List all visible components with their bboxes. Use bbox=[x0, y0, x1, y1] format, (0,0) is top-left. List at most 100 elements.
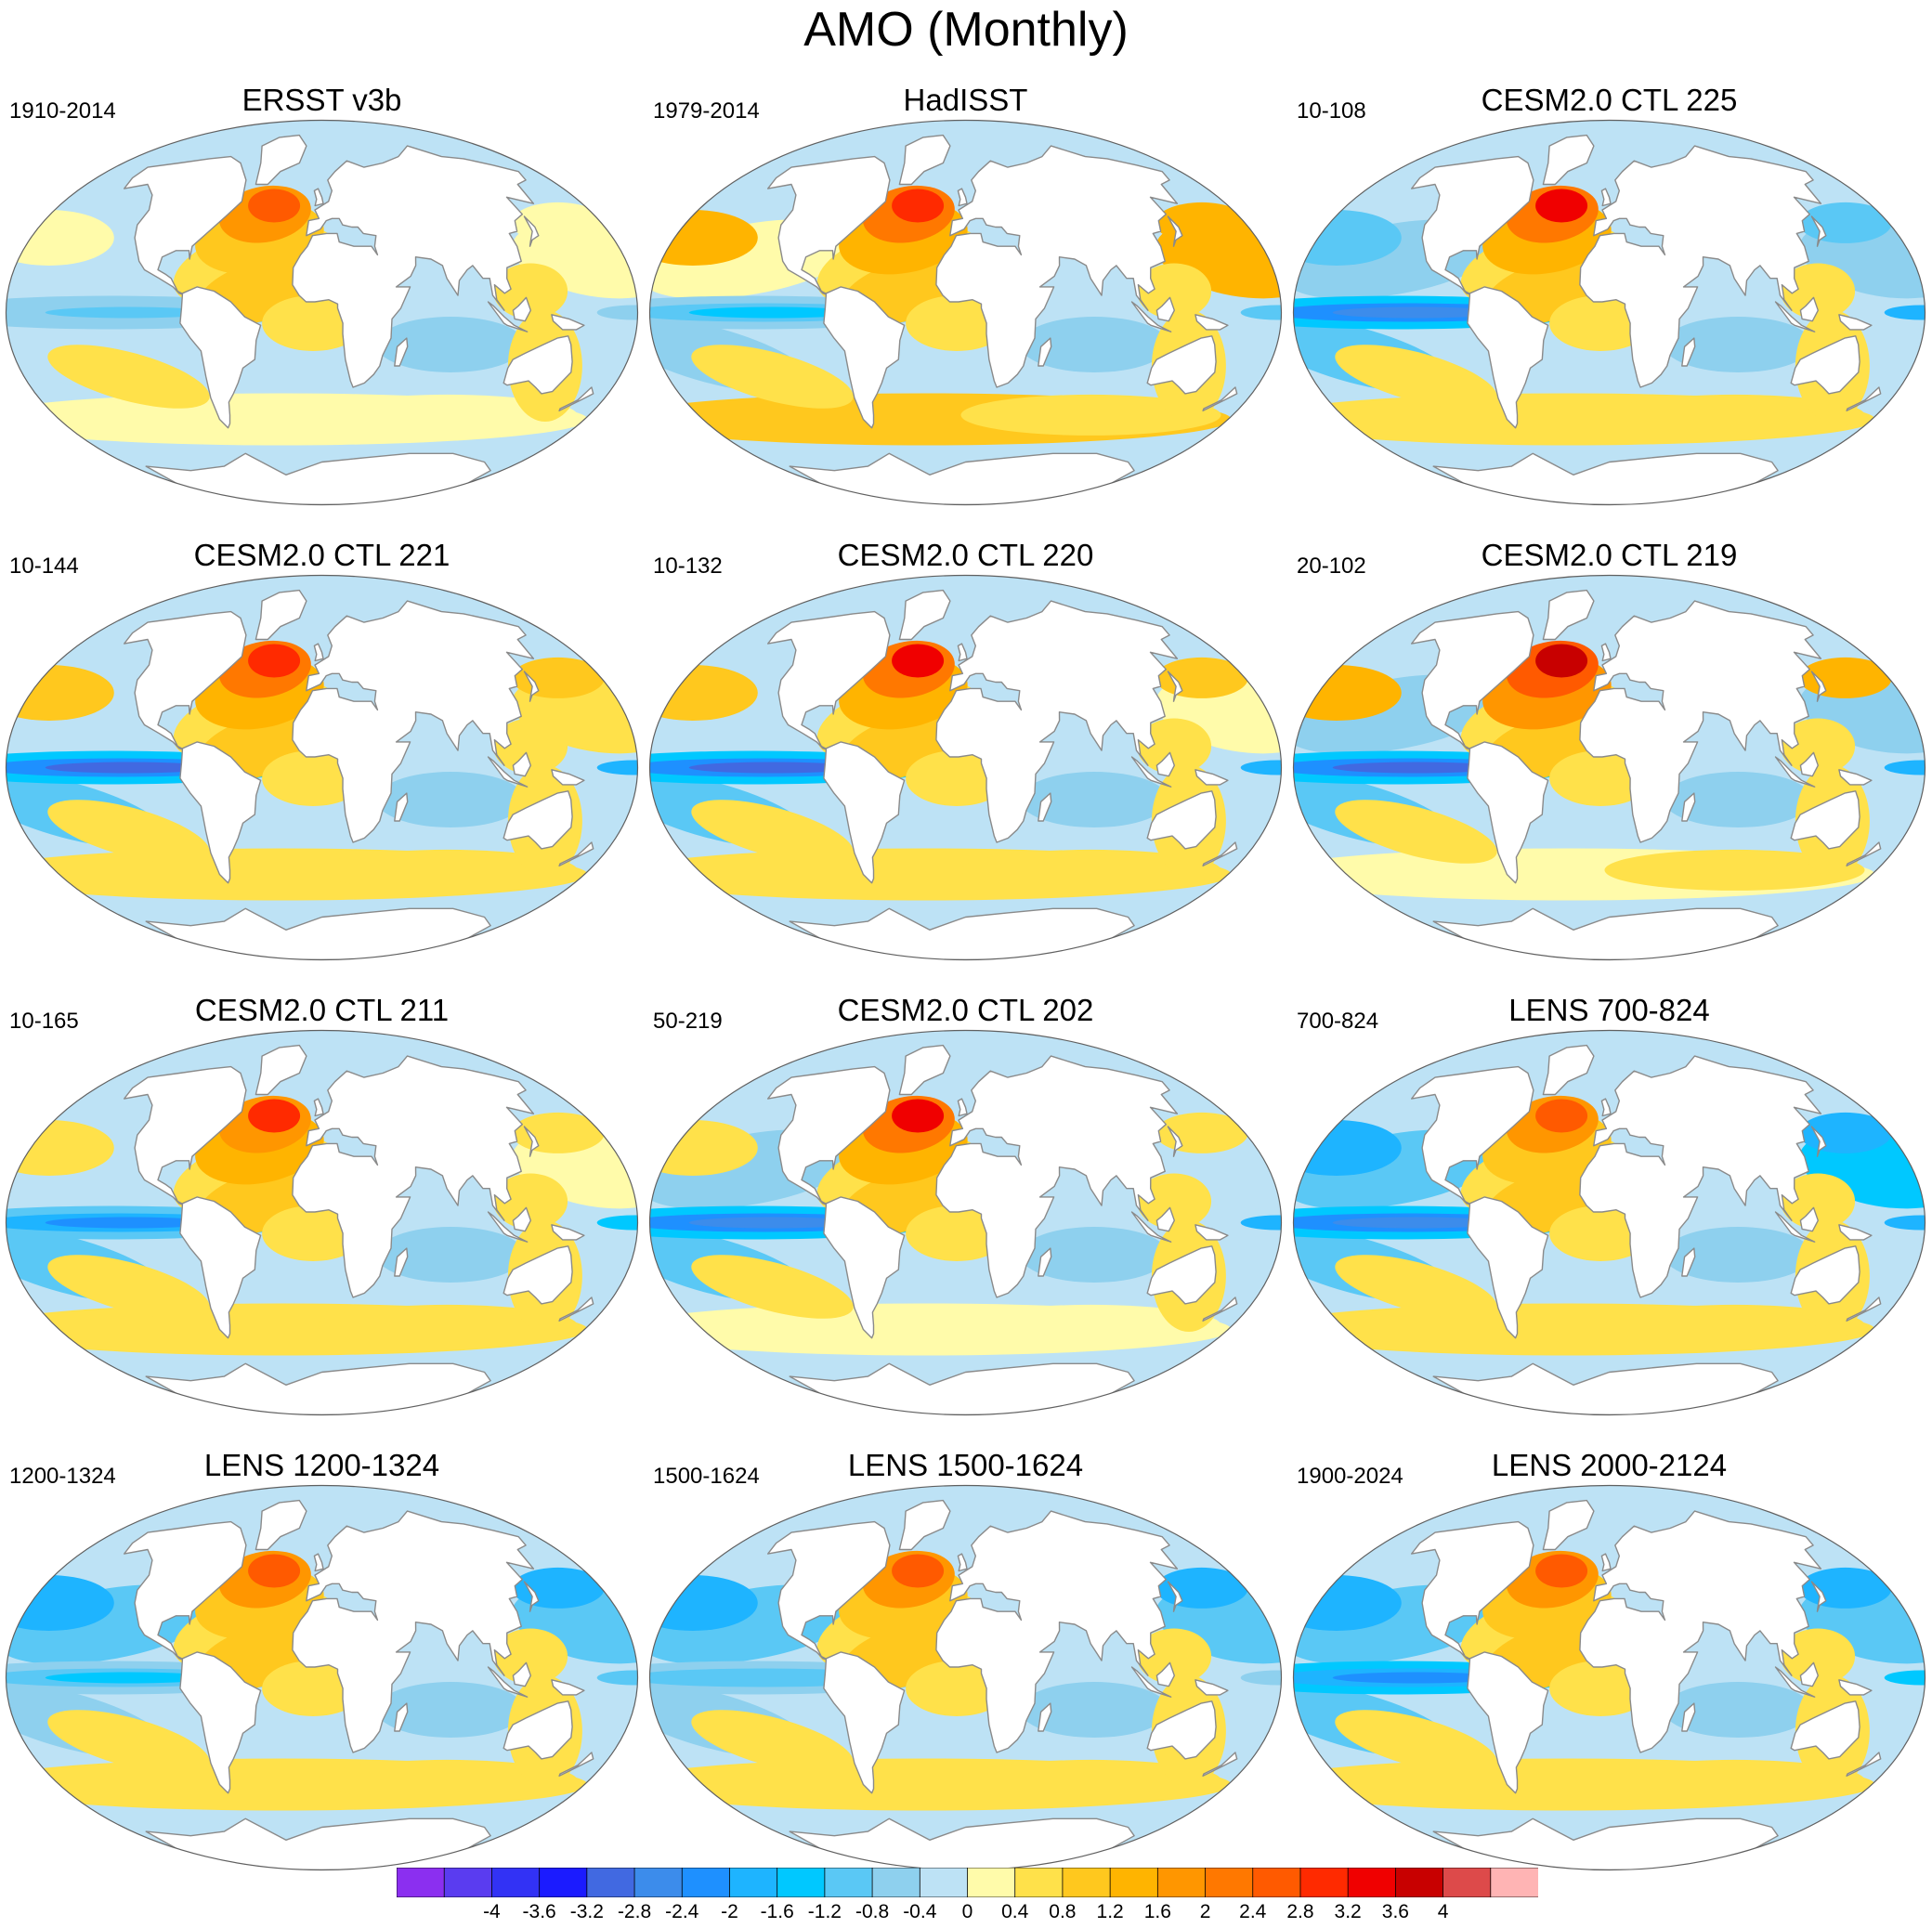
land-greenland bbox=[898, 589, 951, 641]
land-borneo bbox=[512, 296, 531, 322]
land-north-america bbox=[124, 1520, 247, 1661]
land-madagascar bbox=[1681, 1702, 1696, 1732]
land-greenland bbox=[898, 1044, 951, 1096]
colorbar-label: 3.2 bbox=[1334, 1901, 1362, 1922]
map-outline bbox=[648, 574, 1283, 961]
land-australia bbox=[503, 335, 573, 395]
land-australia bbox=[1790, 1700, 1860, 1760]
land-madagascar bbox=[1681, 1247, 1696, 1277]
world-map bbox=[5, 1484, 639, 1871]
land-nz bbox=[558, 1752, 594, 1777]
land-new-guinea bbox=[1838, 769, 1873, 786]
land-north-america bbox=[1411, 610, 1534, 751]
map-panel: CESM2.0 CTL 221 10-144 bbox=[0, 537, 644, 1001]
land-indonesia bbox=[1774, 756, 1816, 788]
colorbar-label: 2.8 bbox=[1286, 1901, 1314, 1922]
land-eurasia-africa bbox=[292, 600, 535, 843]
colorbar-swatch bbox=[919, 1868, 969, 1897]
panel-title: CESM2.0 CTL 211 bbox=[194, 993, 450, 1027]
land-new-guinea bbox=[551, 1679, 585, 1696]
map-outline bbox=[1292, 1484, 1926, 1871]
world-map bbox=[5, 574, 639, 961]
land-greenland bbox=[255, 1044, 307, 1096]
map-outline bbox=[1292, 1029, 1926, 1416]
colorbar-swatch bbox=[1490, 1868, 1538, 1897]
land-south-america bbox=[823, 1196, 906, 1339]
colorbar-swatch bbox=[681, 1868, 731, 1897]
land-south-america bbox=[823, 741, 906, 884]
colorbar-swatch bbox=[491, 1868, 541, 1897]
colorbar-label: -1.2 bbox=[807, 1901, 842, 1922]
map-panel: LENS 1200-1324 1200-1324 bbox=[0, 1447, 644, 1911]
panel-period: 10-144 bbox=[9, 554, 79, 579]
panel-title: HadISST bbox=[903, 83, 1028, 117]
land-greenland bbox=[255, 589, 307, 641]
colorbar-swatch bbox=[1205, 1868, 1254, 1897]
colorbar-label: 2 bbox=[1199, 1901, 1211, 1922]
colorbar-label: 4 bbox=[1437, 1901, 1449, 1922]
panel-title: CESM2.0 CTL 221 bbox=[193, 538, 450, 572]
land-uk bbox=[1600, 1098, 1612, 1117]
colorbar-swatch bbox=[397, 1868, 446, 1897]
land-south-america bbox=[823, 1651, 906, 1794]
world-map bbox=[1292, 1484, 1926, 1871]
land-south-america bbox=[179, 741, 262, 884]
land-uk bbox=[957, 643, 968, 662]
land-uk bbox=[1600, 188, 1612, 207]
land-uk bbox=[957, 1098, 968, 1117]
colorbar-swatch bbox=[586, 1868, 635, 1897]
colorbar-swatch bbox=[633, 1868, 684, 1897]
land-north-america bbox=[767, 1520, 891, 1661]
colorbar-label: -3.6 bbox=[522, 1901, 556, 1922]
land-uk bbox=[1600, 1553, 1612, 1572]
panel-title: LENS 1500-1624 bbox=[847, 1448, 1084, 1482]
land-new-guinea bbox=[1194, 1679, 1229, 1696]
panel-title: LENS 2000-2124 bbox=[1491, 1448, 1728, 1482]
land-nz bbox=[1846, 841, 1882, 866]
sst-anomaly-field bbox=[649, 1030, 1282, 1415]
sst-anomaly-field bbox=[6, 1485, 638, 1870]
land-borneo bbox=[1155, 1661, 1175, 1687]
land-masses bbox=[767, 1044, 1238, 1415]
sst-anomaly-field bbox=[6, 575, 638, 960]
land-indonesia bbox=[1774, 1666, 1816, 1698]
land-borneo bbox=[512, 1206, 531, 1232]
sst-anomaly-field bbox=[649, 1485, 1282, 1870]
land-greenland bbox=[255, 134, 307, 186]
sst-anomaly-field bbox=[1293, 120, 1925, 505]
map-panel: CESM2.0 CTL 219 20-102 bbox=[1287, 537, 1931, 1001]
land-masses bbox=[124, 134, 594, 505]
land-australia bbox=[1790, 335, 1860, 395]
land-eurasia-africa bbox=[292, 145, 535, 388]
land-eurasia-africa bbox=[1579, 1510, 1822, 1753]
sst-anomaly-field bbox=[1293, 1030, 1925, 1415]
land-masses bbox=[124, 1499, 594, 1870]
world-map bbox=[648, 119, 1283, 506]
land-indonesia bbox=[487, 1211, 529, 1243]
land-north-america bbox=[124, 155, 247, 296]
land-australia bbox=[1790, 790, 1860, 850]
colorbar-swatch bbox=[1442, 1868, 1492, 1897]
land-new-guinea bbox=[1194, 1224, 1229, 1241]
land-eurasia-africa bbox=[935, 600, 1179, 843]
land-north-america bbox=[1411, 1065, 1534, 1206]
colorbar-label: 0.4 bbox=[1001, 1901, 1029, 1922]
colorbar-swatch bbox=[1014, 1868, 1064, 1897]
land-nz bbox=[558, 841, 594, 866]
colorbar-label: 1.6 bbox=[1143, 1901, 1171, 1922]
colorbar-label: -2.8 bbox=[617, 1901, 652, 1922]
land-eurasia-africa bbox=[1579, 145, 1822, 388]
land-masses bbox=[767, 134, 1238, 505]
world-map bbox=[1292, 574, 1926, 961]
colorbar-label: -2.4 bbox=[665, 1901, 699, 1922]
land-uk bbox=[313, 1553, 324, 1572]
land-new-guinea bbox=[551, 314, 585, 331]
land-japan bbox=[1810, 215, 1827, 247]
land-eurasia-africa bbox=[292, 1510, 535, 1753]
land-greenland bbox=[1542, 1499, 1595, 1551]
land-japan bbox=[1810, 671, 1827, 702]
map-outline bbox=[5, 1029, 639, 1416]
land-new-guinea bbox=[1838, 314, 1873, 331]
colorbar-swatch bbox=[1299, 1868, 1350, 1897]
sst-anomaly-field bbox=[1293, 575, 1925, 960]
